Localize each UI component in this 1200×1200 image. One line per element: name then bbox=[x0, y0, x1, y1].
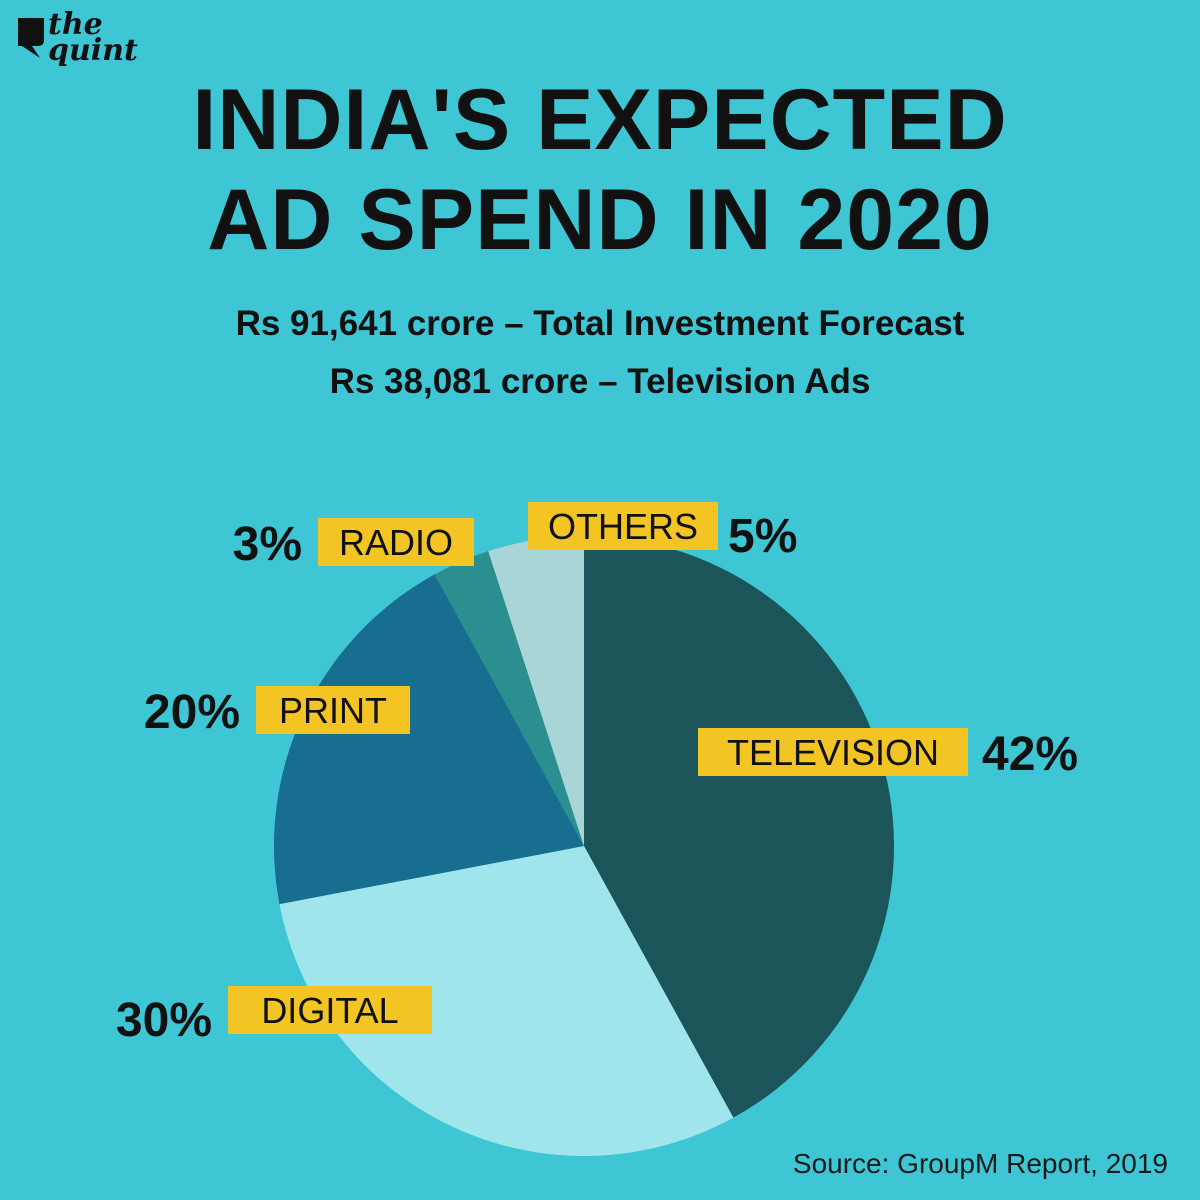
total-investment-subtitle: Rs 91,641 crore – Total Investment Forec… bbox=[235, 304, 965, 343]
pie-slice-digital bbox=[279, 846, 734, 1156]
slice-label-others: OTHERS bbox=[548, 506, 698, 547]
page-title: INDIA'S EXPECTED AD SPEND IN 2020 bbox=[192, 72, 1008, 268]
slice-label-digital: DIGITAL bbox=[261, 990, 398, 1031]
pie-slice-television bbox=[584, 536, 894, 1118]
label-box-digital bbox=[228, 986, 432, 1034]
pie-labels: TELEVISION 42% DIGITAL 30% PRINT 20% RADIO 3% OT… bbox=[116, 502, 1078, 1047]
label-box-television bbox=[698, 728, 968, 776]
pie-slices bbox=[273, 536, 894, 1156]
logo-text: the quint bbox=[48, 7, 138, 68]
source-note: Source: GroupM Report, 2019 bbox=[792, 1148, 1168, 1179]
slice-value-radio: 3% bbox=[233, 518, 302, 571]
slice-label-radio: RADIO bbox=[339, 522, 453, 563]
slice-value-digital: 30% bbox=[116, 994, 212, 1047]
pie-slice-print bbox=[273, 574, 584, 905]
label-box-radio bbox=[318, 518, 474, 566]
television-ads-subtitle: Rs 38,081 crore – Television Ads bbox=[329, 362, 871, 401]
pie-slice-others bbox=[488, 536, 584, 846]
slice-label-television: TELEVISION bbox=[727, 732, 939, 773]
label-box-others bbox=[528, 502, 718, 550]
slice-value-television: 42% bbox=[982, 728, 1078, 781]
pie-slice-radio bbox=[434, 551, 584, 846]
slice-value-print: 20% bbox=[144, 686, 240, 739]
slice-label-print: PRINT bbox=[279, 690, 387, 731]
quote-bubble-icon bbox=[18, 18, 44, 58]
slice-value-others: 5% bbox=[728, 510, 797, 563]
brand-logo: the quint bbox=[14, 7, 154, 94]
label-box-print bbox=[256, 686, 410, 734]
